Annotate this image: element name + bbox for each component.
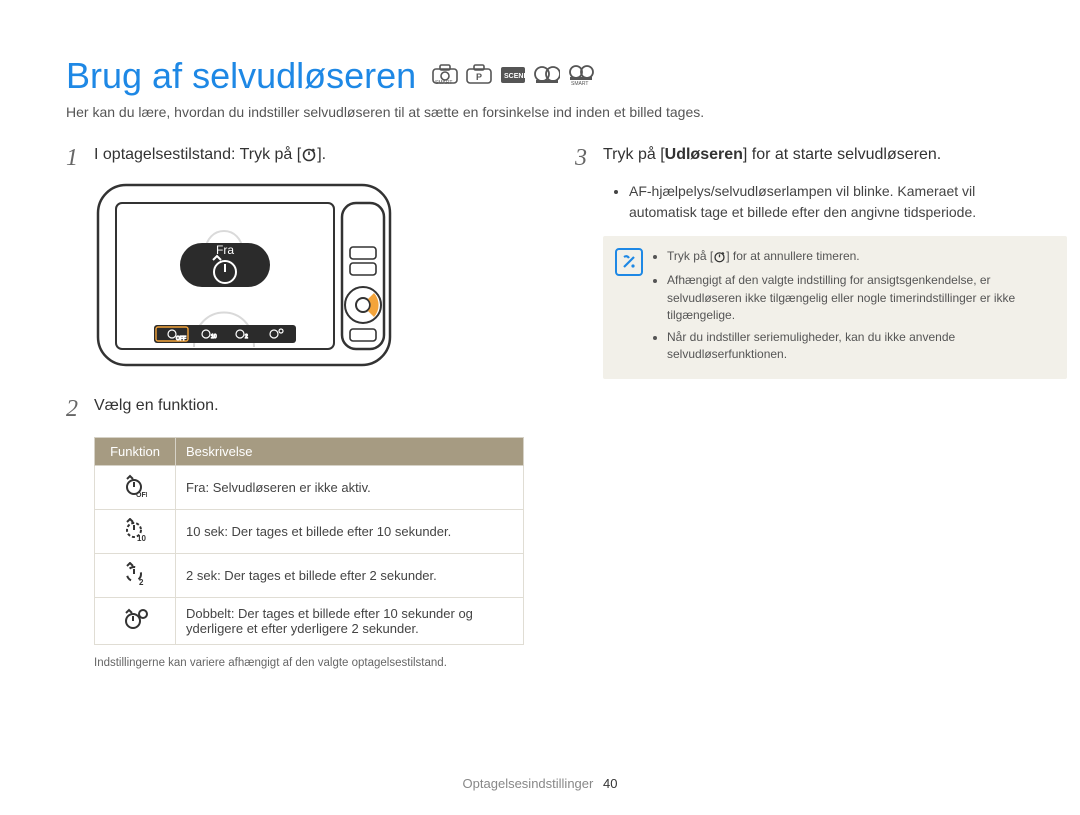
timer-icon bbox=[713, 250, 726, 268]
svg-text:10: 10 bbox=[211, 334, 217, 340]
title-row: Brug af selvudløseren SMART P SCENE SMAR… bbox=[66, 58, 594, 94]
mode-icons-row: SMART P SCENE SMART bbox=[432, 63, 594, 94]
page-footer: Optagelsesindstillinger 40 bbox=[0, 776, 1080, 791]
step-1-number: 1 bbox=[66, 145, 94, 171]
left-column: 1 I optagelsestilstand: Tryk på []. bbox=[66, 145, 536, 669]
mode-smart-auto-icon: SMART bbox=[432, 63, 458, 90]
step-2: 2 Vælg en funktion. bbox=[66, 396, 536, 422]
table-header-row: Funktion Beskrivelse bbox=[95, 437, 524, 465]
table-row: 10 10 sek: Der tages et billede efter 10… bbox=[95, 509, 524, 553]
table-row: 2 2 sek: Der tages et billede efter 2 se… bbox=[95, 553, 524, 597]
right-column: 3 Tryk på [Udløseren] for at starte selv… bbox=[575, 145, 1045, 379]
intro-text: Her kan du lære, hvordan du indstiller s… bbox=[66, 104, 704, 120]
th-description: Beskrivelse bbox=[176, 437, 524, 465]
svg-text:OFF: OFF bbox=[176, 336, 186, 342]
info-0-prefix: Tryk på [ bbox=[667, 249, 713, 263]
function-table: Funktion Beskrivelse OFF Fra: Selvudløse… bbox=[94, 437, 524, 645]
svg-text:OFF: OFF bbox=[136, 492, 147, 498]
row-0-desc: Fra: Selvudløseren er ikke aktiv. bbox=[176, 465, 524, 509]
row-3-desc: Dobbelt: Der tages et billede efter 10 s… bbox=[176, 597, 524, 644]
mode-video-icon bbox=[534, 63, 560, 90]
svg-text:2: 2 bbox=[245, 334, 248, 340]
step-1: 1 I optagelsestilstand: Tryk på []. bbox=[66, 145, 536, 171]
th-function: Funktion bbox=[95, 437, 176, 465]
svg-text:10: 10 bbox=[137, 534, 146, 542]
timer-double-icon bbox=[95, 597, 176, 644]
mode-smart-video-icon: SMART bbox=[568, 63, 594, 90]
info-item-0: Tryk på [ ] for at annullere timeren. bbox=[667, 248, 1053, 268]
svg-text:P: P bbox=[476, 72, 482, 82]
camera-label-off: OFF bbox=[216, 287, 234, 297]
page-title: Brug af selvudløseren bbox=[66, 58, 416, 94]
step-1-text: I optagelsestilstand: Tryk på []. bbox=[94, 145, 326, 169]
step-2-number: 2 bbox=[66, 396, 94, 422]
info-box: Tryk på [ ] for at annullere timeren. Afh… bbox=[603, 236, 1067, 379]
timer-10-icon: 10 bbox=[95, 509, 176, 553]
row-2-desc: 2 sek: Der tages et billede efter 2 seku… bbox=[176, 553, 524, 597]
step-3-bullets: AF-hjælpelys/selvudløserlampen vil blink… bbox=[615, 181, 1045, 222]
info-0-suffix: ] for at annullere timeren. bbox=[726, 249, 859, 263]
step-3-number: 3 bbox=[575, 145, 603, 171]
timer-icon bbox=[301, 146, 317, 169]
step-1-suffix: ]. bbox=[317, 146, 326, 163]
svg-text:SCENE: SCENE bbox=[504, 73, 526, 80]
camera-illustration: Fra OFF OFF 10 2 bbox=[94, 181, 536, 378]
svg-text:2: 2 bbox=[139, 578, 144, 586]
svg-text:SMART: SMART bbox=[435, 80, 452, 85]
step-1-prefix: I optagelsestilstand: Tryk på [ bbox=[94, 146, 301, 163]
table-row: OFF Fra: Selvudløseren er ikke aktiv. bbox=[95, 465, 524, 509]
step-2-text: Vælg en funktion. bbox=[94, 396, 219, 417]
step-3-text: Tryk på [Udløseren] for at starte selvud… bbox=[603, 145, 941, 166]
info-item-2: Når du indstiller seriemuligheder, kan d… bbox=[667, 329, 1053, 364]
settings-vary-note: Indstillingerne kan variere afhængigt af… bbox=[94, 657, 536, 669]
info-item-1: Afhængigt af den valgte indstilling for … bbox=[667, 272, 1053, 324]
step-3-prefix: Tryk på [ bbox=[603, 146, 665, 163]
footer-section: Optagelsesindstillinger bbox=[463, 776, 594, 791]
step-3-bullet-0: AF-hjælpelys/selvudløserlampen vil blink… bbox=[629, 181, 1045, 222]
footer-page-number: 40 bbox=[603, 776, 617, 791]
row-1-desc: 10 sek: Der tages et billede efter 10 se… bbox=[176, 509, 524, 553]
svg-text:SMART: SMART bbox=[571, 81, 588, 85]
timer-2-icon: 2 bbox=[95, 553, 176, 597]
info-icon bbox=[615, 248, 643, 276]
manual-page: Brug af selvudløseren SMART P SCENE SMAR… bbox=[0, 0, 1080, 815]
timer-off-icon: OFF bbox=[95, 465, 176, 509]
step-3: 3 Tryk på [Udløseren] for at starte selv… bbox=[575, 145, 1045, 171]
mode-program-icon: P bbox=[466, 63, 492, 90]
step-3-suffix: ] for at starte selvudløseren. bbox=[743, 146, 941, 163]
mode-scene-icon: SCENE bbox=[500, 63, 526, 90]
camera-label-fra: Fra bbox=[216, 243, 234, 257]
table-row: Dobbelt: Der tages et billede efter 10 s… bbox=[95, 597, 524, 644]
step-3-bold: Udløseren bbox=[665, 146, 743, 163]
